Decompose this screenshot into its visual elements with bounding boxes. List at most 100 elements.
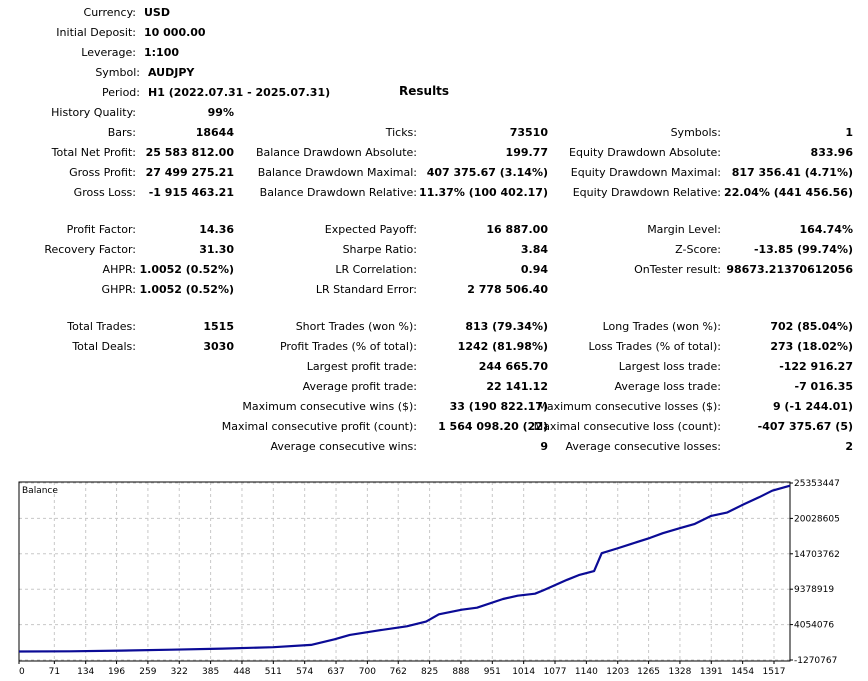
x-tick-label: 888 [452, 667, 469, 677]
ontester-result-value: 98673.21370612056 [726, 263, 853, 276]
balance-dd-absolute-value: 199.77 [505, 146, 548, 159]
x-tick-label: 1454 [731, 667, 754, 677]
symbol-label: Symbol: [95, 66, 140, 79]
x-tick-label: 762 [390, 667, 407, 677]
average-profit-trade-label: Average profit trade: [302, 380, 417, 393]
results-title: Results [399, 84, 450, 98]
sharpe-ratio-label: Sharpe Ratio: [342, 243, 417, 256]
avg-consec-losses-value: 2 [845, 440, 853, 453]
x-tick-label: 637 [327, 667, 344, 677]
total-trades-value: 1515 [203, 320, 234, 333]
bars-value: 18644 [195, 126, 234, 139]
max-consec-wins-label: Maximum consecutive wins ($): [242, 400, 417, 413]
y-tick-label: -1270767 [794, 656, 837, 666]
initial-deposit-value: 10 000.00 [144, 26, 206, 39]
y-tick-label: 4054076 [794, 621, 834, 631]
chart-title: Balance [22, 486, 58, 496]
currency-label: Currency: [83, 6, 136, 19]
currency-value: USD [144, 6, 170, 19]
x-tick-label: 134 [77, 667, 94, 677]
balance-dd-relative-label: Balance Drawdown Relative: [259, 186, 417, 199]
average-loss-trade-label: Average loss trade: [614, 380, 721, 393]
z-score-label: Z-Score: [675, 243, 721, 256]
x-tick-label: 1391 [700, 667, 723, 677]
bars-label: Bars: [107, 126, 136, 139]
profit-trades-value: 1242 (81.98%) [457, 340, 548, 353]
expected-payoff-value: 16 887.00 [486, 223, 548, 236]
largest-profit-trade-label: Largest profit trade: [306, 360, 417, 373]
x-tick-label: 1265 [637, 667, 660, 677]
total-net-profit-value: 25 583 812.00 [145, 146, 234, 159]
sharpe-ratio-value: 3.84 [520, 243, 548, 256]
max-consec-losses-label: Maximum consecutive losses ($): [537, 400, 721, 413]
ahpr-label: AHPR: [102, 263, 136, 276]
x-tick-label: 0 [19, 667, 25, 677]
plot-frame [18, 481, 791, 662]
lr-correlation-value: 0.94 [520, 263, 548, 276]
y-tick-label: 14703762 [794, 550, 840, 560]
balance-dd-maximal-label: Balance Drawdown Maximal: [257, 166, 417, 179]
long-trades-label: Long Trades (won %): [602, 320, 721, 333]
total-net-profit-label: Total Net Profit: [51, 146, 136, 159]
balance-dd-relative-value: 11.37% (100 402.17) [419, 186, 548, 199]
x-tick-label: 1014 [512, 667, 535, 677]
ticks-value: 73510 [509, 126, 548, 139]
x-tick-label: 385 [202, 667, 219, 677]
avg-consec-wins-label: Average consecutive wins: [270, 440, 417, 453]
equity-dd-maximal-label: Equity Drawdown Maximal: [570, 166, 721, 179]
lr-standard-error-label: LR Standard Error: [315, 283, 417, 296]
margin-level-label: Margin Level: [647, 223, 721, 236]
x-tick-label: 1328 [668, 667, 691, 677]
x-tick-label: 1140 [575, 667, 598, 677]
lr-correlation-label: LR Correlation: [335, 263, 417, 276]
history-quality-value: 99% [207, 106, 234, 119]
margin-level-value: 164.74% [799, 223, 853, 236]
x-axis: 0 71 134 196 259 322 385 448 511 574 637 700 762 825 8… [18, 661, 786, 677]
maximal-consec-loss-label: Maximal consecutive loss (count): [533, 420, 721, 433]
symbols-label: Symbols: [670, 126, 721, 139]
initial-deposit-label: Initial Deposit: [56, 26, 136, 39]
x-tick-label: 322 [171, 667, 188, 677]
x-tick-label: 1517 [763, 667, 786, 677]
balance-dd-absolute-label: Balance Drawdown Absolute: [255, 146, 417, 159]
y-tick-label: 25353447 [794, 479, 840, 489]
leverage-label: Leverage: [81, 46, 136, 59]
largest-profit-trade-value: 244 665.70 [478, 360, 548, 373]
max-consec-losses-value: 9 (-1 244.01) [772, 400, 853, 413]
max-consec-wins-value: 33 (190 822.17) [449, 400, 548, 413]
x-tick-label: 1077 [544, 667, 567, 677]
x-tick-label: 1203 [606, 667, 629, 677]
profit-factor-label: Profit Factor: [66, 223, 136, 236]
short-trades-label: Short Trades (won %): [295, 320, 417, 333]
expected-payoff-label: Expected Payoff: [324, 223, 417, 236]
short-trades-value: 813 (79.34%) [465, 320, 548, 333]
equity-dd-relative-label: Equity Drawdown Relative: [572, 186, 721, 199]
maximal-consec-profit-label: Maximal consecutive profit (count): [221, 420, 417, 433]
x-tick-label: 259 [139, 667, 156, 677]
profit-factor-value: 14.36 [199, 223, 234, 236]
loss-trades-label: Loss Trades (% of total): [588, 340, 721, 353]
x-tick-label: 511 [265, 667, 282, 677]
long-trades-value: 702 (85.04%) [770, 320, 853, 333]
gross-loss-value: -1 915 463.21 [148, 186, 234, 199]
equity-dd-maximal-value: 817 356.41 (4.71%) [731, 166, 853, 179]
profit-trades-label: Profit Trades (% of total): [279, 340, 417, 353]
z-score-value: -13.85 (99.74%) [753, 243, 853, 256]
avg-consec-wins-value: 9 [540, 440, 548, 453]
loss-trades-value: 273 (18.02%) [770, 340, 853, 353]
total-trades-label: Total Trades: [67, 320, 136, 333]
maximal-consec-profit-value: 1 564 098.20 (22) [438, 420, 548, 433]
balance-dd-maximal-value: 407 375.67 (3.14%) [426, 166, 548, 179]
period-label: Period: [101, 86, 140, 99]
ghpr-label: GHPR: [101, 283, 136, 296]
x-tick-label: 825 [421, 667, 438, 677]
maximal-consec-loss-value: -407 375.67 (5) [757, 420, 853, 433]
x-tick-label: 574 [296, 667, 313, 677]
equity-dd-absolute-value: 833.96 [810, 146, 853, 159]
equity-dd-absolute-label: Equity Drawdown Absolute: [569, 146, 721, 159]
largest-loss-trade-value: -122 916.27 [779, 360, 853, 373]
gross-loss-label: Gross Loss: [73, 186, 136, 199]
ahpr-value: 1.0052 (0.52%) [139, 263, 235, 276]
largest-loss-trade-label: Largest loss trade: [618, 360, 721, 373]
average-loss-trade-value: -7 016.35 [794, 380, 854, 393]
